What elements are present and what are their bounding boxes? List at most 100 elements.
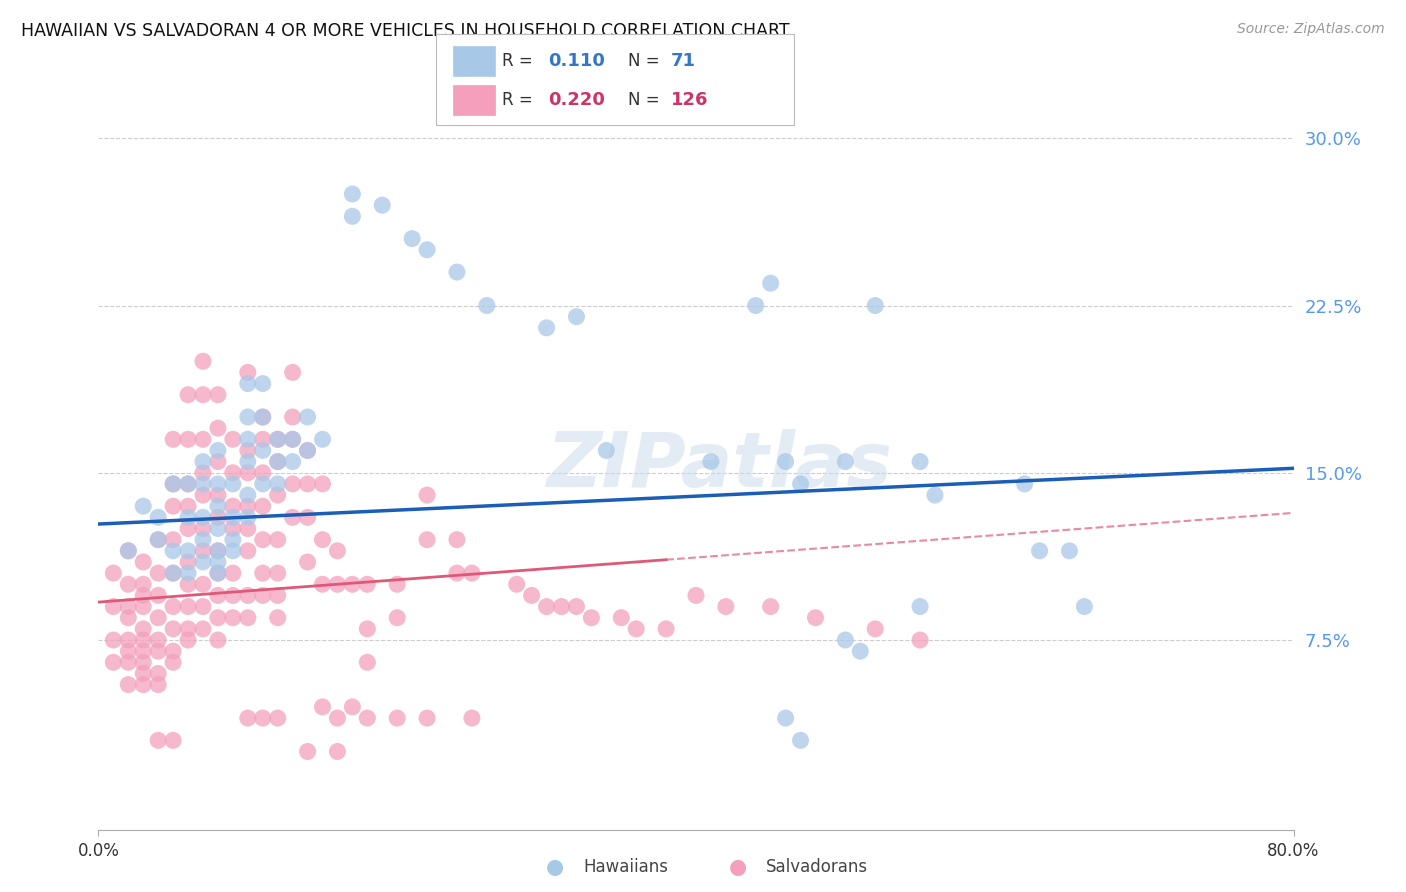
Point [236, 455, 259, 469]
Point [236, 500, 259, 514]
Text: 71: 71 [671, 53, 696, 70]
Point [177, 510, 200, 524]
Point [222, 544, 245, 558]
Point [207, 589, 229, 603]
Point [311, 533, 333, 547]
Point [191, 521, 214, 535]
Point [162, 477, 184, 491]
Point [297, 443, 319, 458]
Point [714, 599, 737, 614]
Point [550, 599, 572, 614]
Point [177, 433, 200, 447]
Point [222, 433, 245, 447]
Point [461, 711, 484, 725]
Point [103, 566, 125, 581]
Text: ZIPatlas: ZIPatlas [547, 429, 893, 502]
Point [536, 321, 558, 335]
Point [281, 433, 304, 447]
Point [789, 733, 811, 747]
Point [236, 544, 259, 558]
Text: Source: ZipAtlas.com: Source: ZipAtlas.com [1237, 22, 1385, 37]
Point [236, 376, 259, 391]
Point [132, 678, 155, 692]
Point [1028, 544, 1050, 558]
Point [162, 599, 184, 614]
Point [267, 611, 290, 625]
Point [148, 533, 170, 547]
Point [745, 298, 768, 313]
Point [595, 443, 617, 458]
Point [148, 644, 170, 658]
Point [446, 566, 468, 581]
Text: Salvadorans: Salvadorans [766, 858, 869, 876]
Text: R =: R = [502, 91, 538, 109]
Point [117, 644, 139, 658]
Point [162, 433, 184, 447]
Point [162, 733, 184, 747]
Point [311, 477, 333, 491]
Point [908, 455, 931, 469]
Point [236, 443, 259, 458]
Point [1059, 544, 1081, 558]
Point [207, 455, 229, 469]
Point [267, 488, 290, 502]
Point [416, 488, 439, 502]
Point [207, 544, 229, 558]
Point [222, 500, 245, 514]
Point [849, 644, 872, 658]
Point [252, 410, 274, 425]
Point [252, 566, 274, 581]
Point [191, 577, 214, 591]
Point [177, 500, 200, 514]
Point [267, 455, 290, 469]
Point [416, 243, 439, 257]
Point [117, 599, 139, 614]
Point [117, 678, 139, 692]
Point [132, 644, 155, 658]
Point [148, 589, 170, 603]
Point [356, 622, 378, 636]
Point [132, 500, 155, 514]
Point [461, 566, 484, 581]
Point [297, 443, 319, 458]
Point [148, 666, 170, 681]
Text: 126: 126 [671, 91, 709, 109]
Point [342, 577, 364, 591]
Point [148, 733, 170, 747]
Point [924, 488, 946, 502]
Point [581, 611, 603, 625]
Point [132, 555, 155, 569]
Point [191, 477, 214, 491]
Point [103, 655, 125, 669]
Point [207, 566, 229, 581]
Point [117, 544, 139, 558]
Point [236, 521, 259, 535]
Point [311, 700, 333, 714]
Point [281, 455, 304, 469]
Point [326, 544, 349, 558]
Point [132, 577, 155, 591]
Point [565, 599, 588, 614]
Point [162, 566, 184, 581]
Point [191, 544, 214, 558]
Point [416, 533, 439, 547]
Point [117, 655, 139, 669]
Point [281, 510, 304, 524]
Point [191, 455, 214, 469]
Point [162, 533, 184, 547]
Point [207, 421, 229, 435]
Point [252, 466, 274, 480]
Point [222, 477, 245, 491]
Point [207, 510, 229, 524]
Point [177, 477, 200, 491]
Point [132, 633, 155, 648]
Point [236, 510, 259, 524]
Point [132, 666, 155, 681]
Point [207, 500, 229, 514]
Point [267, 455, 290, 469]
Text: R =: R = [502, 53, 538, 70]
Point [162, 566, 184, 581]
Point [655, 622, 678, 636]
Text: N =: N = [628, 53, 665, 70]
Point [207, 566, 229, 581]
